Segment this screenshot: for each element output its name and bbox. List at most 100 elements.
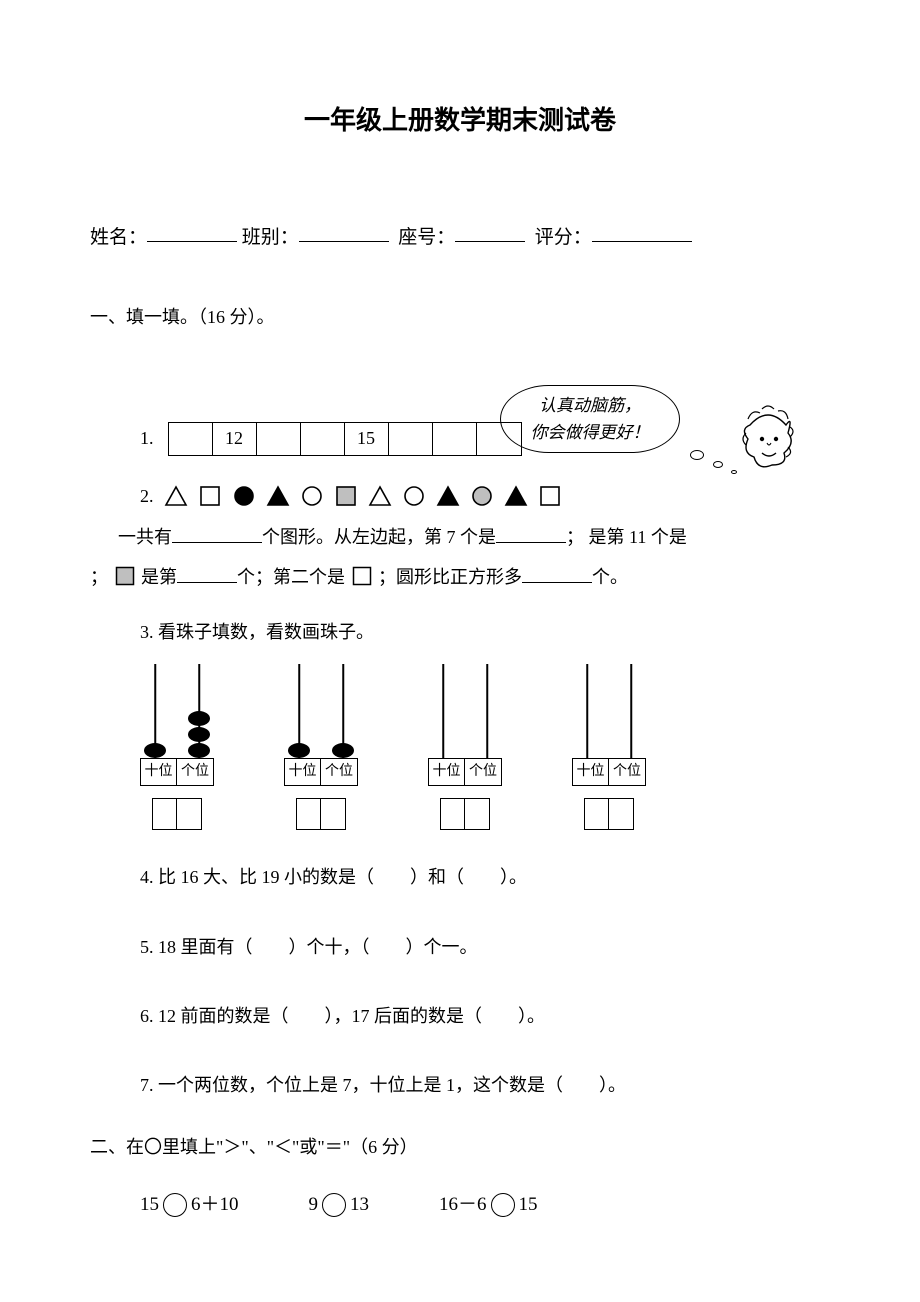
abacus: 十位个位	[284, 664, 358, 830]
q2-blank[interactable]	[177, 563, 237, 583]
ones-label: 个位	[465, 759, 501, 785]
q2-t1: 一共有	[118, 527, 172, 547]
abacus-row: 十位个位十位个位十位个位十位个位	[140, 664, 830, 830]
square-icon	[334, 484, 358, 508]
tens-label: 十位	[573, 759, 609, 785]
question-3: 3. 看珠子填数，看数画珠子。 十位个位十位个位十位个位十位个位	[140, 618, 830, 831]
gray-square-icon	[115, 566, 135, 586]
circle-icon	[470, 484, 494, 508]
compare-left: 16－6	[439, 1190, 487, 1220]
compare-circle-blank[interactable]	[491, 1193, 515, 1217]
square-icon	[538, 484, 562, 508]
ones-label: 个位	[609, 759, 645, 785]
abacus: 十位个位	[428, 664, 502, 830]
seat-label: 座号：	[398, 226, 455, 247]
q1-cell[interactable]: 15	[345, 423, 389, 455]
q2-t6: 个；第二个是	[237, 567, 345, 587]
q2-blank[interactable]	[172, 524, 262, 544]
score-label: 评分：	[535, 226, 592, 247]
abacus: 十位个位	[572, 664, 646, 830]
abacus-bead	[188, 711, 210, 726]
empty-square-icon	[352, 566, 372, 586]
circle-icon	[402, 484, 426, 508]
section1-heading: 一、填一填。（16 分）。	[90, 303, 830, 332]
compare-left: 9	[309, 1190, 319, 1220]
q1-cell[interactable]	[301, 423, 345, 455]
hint-bubble-area: 认真动脑筋， 你会做得更好！	[500, 385, 840, 485]
abacus-rod[interactable]	[145, 664, 165, 759]
compare-right: 6＋10	[191, 1190, 239, 1220]
circle-icon	[232, 484, 256, 508]
abacus-rod[interactable]	[621, 664, 641, 759]
q2-t8: 个。	[592, 567, 628, 587]
q2-t2: 个图形。从左边起，第 7 个是	[262, 527, 496, 547]
tens-label: 十位	[141, 759, 177, 785]
compare-right: 15	[519, 1190, 538, 1220]
abacus-rod[interactable]	[289, 664, 309, 759]
question-7: 7. 一个两位数，个位上是 7，十位上是 1，这个数是（ ）。	[140, 1064, 830, 1107]
triangle-icon	[266, 484, 290, 508]
q1-label: 1.	[140, 424, 154, 453]
q1-number-row[interactable]: 12 15	[168, 422, 522, 456]
abacus: 十位个位	[140, 664, 214, 830]
q1-cell[interactable]	[169, 423, 213, 455]
question-2: 2.	[140, 482, 830, 511]
q2-text: 一共有个图形。从左边起，第 7 个是； 是第 11 个是 ； 是第个；第二个是 …	[118, 518, 830, 597]
compare-item: 9 13	[309, 1190, 370, 1220]
ones-label: 个位	[177, 759, 213, 785]
q2-blank[interactable]	[522, 563, 592, 583]
bubble-line1: 认真动脑筋，	[519, 392, 661, 419]
abacus-answer-box[interactable]	[440, 798, 490, 830]
abacus-rod[interactable]	[477, 664, 497, 759]
compare-right: 13	[350, 1190, 369, 1220]
abacus-bead	[188, 743, 210, 758]
q3-label: 3. 看珠子填数，看数画珠子。	[140, 618, 830, 647]
q1-cell[interactable]: 12	[213, 423, 257, 455]
q1-cell[interactable]	[389, 423, 433, 455]
q2-label: 2.	[140, 482, 154, 511]
ones-label: 个位	[321, 759, 357, 785]
class-label: 班别：	[242, 226, 299, 247]
name-blank[interactable]	[147, 222, 237, 243]
abacus-bead	[332, 743, 354, 758]
q2-t7: ；圆形比正方形多	[378, 567, 522, 587]
tens-label: 十位	[429, 759, 465, 785]
compare-row: 15 6＋10 9 13 16－6 15	[140, 1190, 830, 1220]
compare-left: 15	[140, 1190, 159, 1220]
triangle-icon	[504, 484, 528, 508]
compare-circle-blank[interactable]	[163, 1193, 187, 1217]
score-blank[interactable]	[592, 222, 692, 243]
abacus-bead	[288, 743, 310, 758]
q1-cell[interactable]	[433, 423, 477, 455]
abacus-answer-box[interactable]	[152, 798, 202, 830]
compare-item: 16－6 15	[439, 1190, 538, 1220]
q2-t5: 是第	[141, 567, 177, 587]
class-blank[interactable]	[299, 222, 389, 243]
tens-label: 十位	[285, 759, 321, 785]
seat-blank[interactable]	[455, 222, 525, 243]
abacus-answer-box[interactable]	[584, 798, 634, 830]
compare-circle-blank[interactable]	[322, 1193, 346, 1217]
abacus-rod[interactable]	[333, 664, 353, 759]
abacus-rod[interactable]	[433, 664, 453, 759]
abacus-rod[interactable]	[189, 664, 209, 759]
exam-title: 一年级上册数学期末测试卷	[90, 100, 830, 142]
compare-item: 15 6＋10	[140, 1190, 239, 1220]
question-6: 6. 12 前面的数是（ ），17 后面的数是（ ）。	[140, 995, 830, 1038]
section2-heading: 二、在〇里填上"＞"、"＜"或"＝"（6 分）	[90, 1133, 830, 1162]
q2-blank[interactable]	[496, 524, 566, 544]
q2-t4: ；	[90, 567, 108, 587]
question-4: 4. 比 16 大、比 19 小的数是（ ）和（ ）。	[140, 856, 830, 899]
abacus-answer-box[interactable]	[296, 798, 346, 830]
bubble-line2: 你会做得更好！	[519, 419, 661, 446]
student-info-line: 姓名： 班别： 座号： 评分：	[90, 222, 830, 253]
triangle-icon	[368, 484, 392, 508]
child-face-illustration	[738, 403, 798, 473]
abacus-bead	[144, 743, 166, 758]
abacus-rod[interactable]	[577, 664, 597, 759]
question-5: 5. 18 里面有（ ）个十，（ ）个一。	[140, 926, 830, 969]
q1-cell[interactable]	[257, 423, 301, 455]
circle-icon	[300, 484, 324, 508]
name-label: 姓名：	[90, 226, 147, 247]
q2-t3: ； 是第 11 个是	[566, 527, 687, 547]
